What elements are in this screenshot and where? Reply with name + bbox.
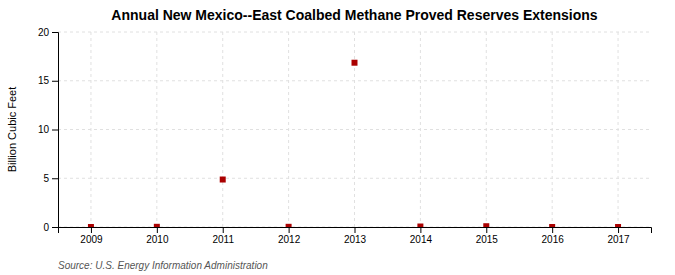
points: [88, 60, 621, 227]
x-tick-label: 2012: [278, 234, 301, 245]
x-tick-label: 2017: [607, 234, 630, 245]
point: [549, 224, 555, 227]
y-grid-line: [58, 32, 651, 33]
x-tick: 2014: [410, 227, 433, 245]
point: [483, 223, 489, 227]
x-tick: 2011: [212, 227, 234, 245]
x-tick: 2012: [278, 227, 301, 245]
x-tick-mark: [223, 227, 224, 233]
x-tick: 2015: [476, 227, 499, 245]
x-tick-label: 2016: [542, 234, 565, 245]
x-tick-mark: [289, 227, 290, 233]
x-tick-mark: [552, 227, 553, 233]
y-tick: 15: [38, 75, 58, 86]
x-tick: 2009: [80, 227, 103, 245]
x-tick-mark: [157, 227, 158, 233]
grid: [58, 32, 651, 227]
x-tick-mark: [486, 227, 487, 233]
x-tick-label: 2015: [476, 234, 499, 245]
y-tick-label: 5: [43, 173, 49, 184]
point: [286, 224, 292, 227]
title: Annual New Mexico--East Coalbed Methane …: [111, 7, 597, 23]
y-tick-label: 15: [38, 75, 50, 86]
x-tick-mark: [355, 227, 356, 233]
y-tick: 5: [43, 173, 58, 184]
y-tick: 10: [38, 124, 58, 135]
y-tick-label: 0: [43, 222, 49, 233]
point: [417, 224, 423, 227]
y-axis: 0 5 10 15 20: [38, 27, 59, 233]
x-tick: 2010: [146, 227, 169, 245]
x-axis-line: [59, 228, 652, 234]
x-tick-mark: [91, 227, 92, 233]
x-tick-mark: [618, 227, 619, 233]
chart-container: 2009201020112012201320142015201620170510…: [0, 0, 675, 275]
point: [154, 224, 160, 227]
point: [615, 224, 621, 227]
y-grid-line: [58, 178, 651, 179]
x-axis: 2009 2010 2011 2012 2013 2014 2015 2016 2017: [59, 227, 652, 245]
y-grid-line: [58, 129, 651, 130]
y-tick-mark: [52, 32, 58, 33]
x-tick-label: 2013: [344, 234, 367, 245]
y-grid-line: [58, 80, 651, 81]
y-tick-label: 20: [38, 27, 50, 38]
y-tick-mark: [52, 227, 58, 228]
source-note: Source: U.S. Energy Information Administ…: [58, 260, 268, 271]
plot-area: 2009201020112012201320142015201620170510…: [38, 27, 652, 245]
x-tick-mark: [420, 227, 421, 233]
point: [220, 177, 226, 183]
x-tick-label: 2010: [146, 234, 169, 245]
x-tick-label: 2011: [212, 234, 234, 245]
y-axis-line: [52, 33, 59, 228]
x-tick-label: 2014: [410, 234, 433, 245]
y-tick: 20: [38, 27, 58, 38]
point: [88, 224, 94, 227]
y-axis-label: Billion Cubic Feet: [6, 87, 18, 173]
x-tick-label: 2009: [80, 234, 103, 245]
x-tick: 2013: [344, 227, 367, 245]
x-tick: 2017: [607, 227, 630, 245]
x-tick: 2016: [542, 227, 565, 245]
chart-svg: 2009201020112012201320142015201620170510…: [0, 0, 675, 275]
y-tick-mark: [52, 130, 58, 131]
y-tick-mark: [52, 178, 58, 179]
y-tick-label: 10: [38, 124, 50, 135]
point: [352, 60, 358, 66]
y-tick: 0: [43, 222, 58, 233]
y-tick-mark: [52, 81, 58, 82]
